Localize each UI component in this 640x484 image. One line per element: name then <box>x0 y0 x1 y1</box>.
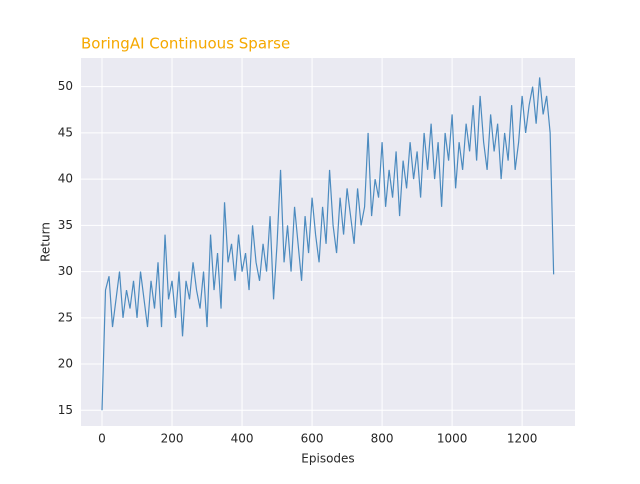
y-tick-label: 35 <box>58 218 73 232</box>
x-tick-label: 600 <box>301 432 324 446</box>
x-tick-label: 0 <box>98 432 106 446</box>
y-tick-label: 15 <box>58 403 73 417</box>
y-tick-label: 30 <box>58 264 73 278</box>
chart-title: BoringAI Continuous Sparse <box>81 35 290 53</box>
y-tick-label: 20 <box>58 357 73 371</box>
x-axis-label: Episodes <box>301 452 354 466</box>
x-tick-label: 1000 <box>437 432 468 446</box>
x-tick-label: 200 <box>161 432 184 446</box>
x-tick-label: 400 <box>231 432 254 446</box>
plot-area <box>81 58 575 426</box>
y-tick-label: 25 <box>58 310 73 324</box>
data-line <box>101 77 555 411</box>
y-tick-label: 40 <box>58 172 73 186</box>
y-tick-label: 45 <box>58 125 73 139</box>
y-tick-label: 50 <box>58 79 73 93</box>
y-axis-label: Return <box>39 222 53 262</box>
x-tick-label: 800 <box>371 432 394 446</box>
x-tick-label: 1200 <box>507 432 538 446</box>
